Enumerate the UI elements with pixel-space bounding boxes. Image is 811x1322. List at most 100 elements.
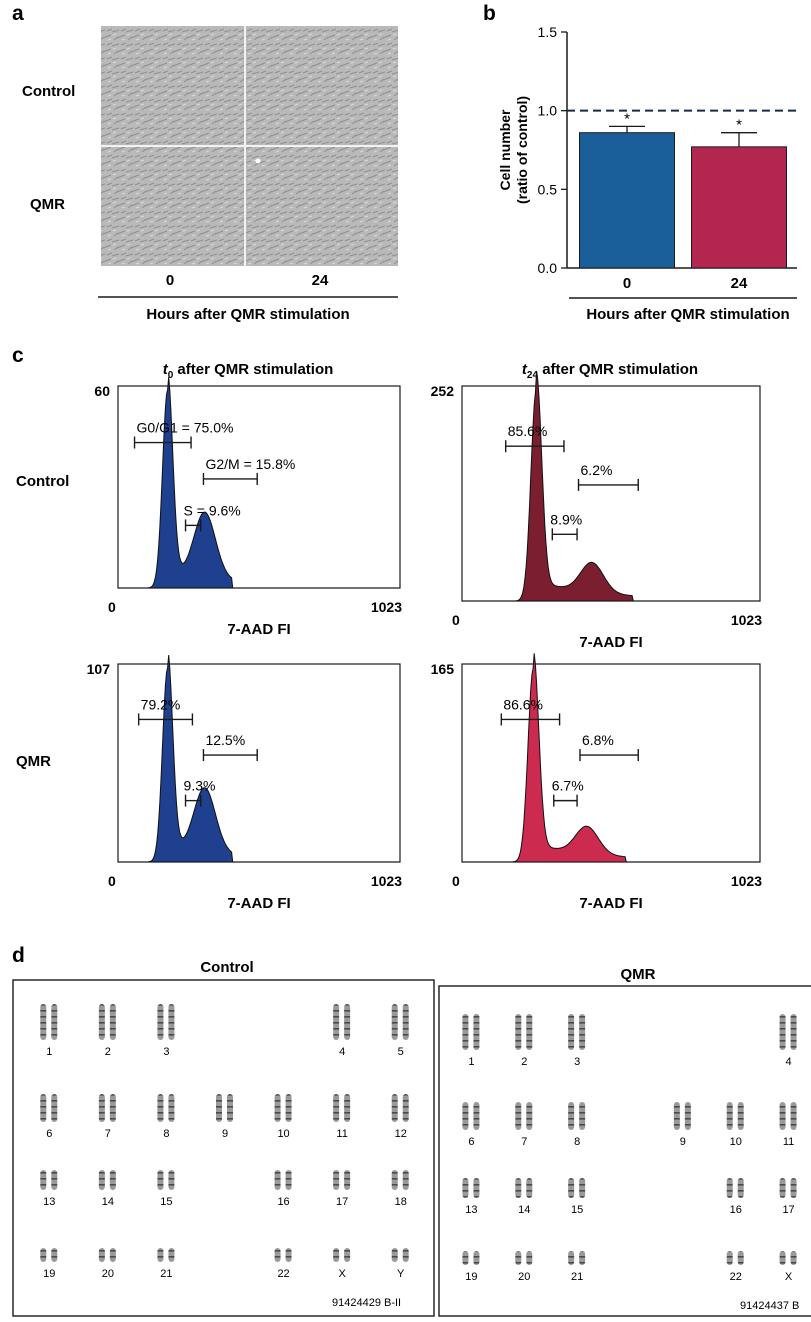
qmr-chromosome-number: 1 [468,1056,474,1068]
gate-label: 12.5% [205,732,245,748]
control-chromosome-number: 12 [395,1128,407,1140]
chromosome [526,1102,533,1130]
gate-label: 85.6% [508,423,548,439]
chromosome [40,1170,47,1190]
chromosome [344,1094,351,1122]
chromosome [157,1094,164,1122]
control-chromosome-number: 7 [105,1128,111,1140]
control-chromosome-pair: 20 [98,1248,116,1280]
control-chromosome-number: 20 [102,1268,114,1280]
c-row-label-control: Control [16,473,69,490]
gate-label: 8.9% [550,511,582,527]
chromosome [109,1248,116,1262]
panel-letter-a: a [12,2,24,25]
panel-letter-b: b [483,2,496,25]
qmr-chromosome-number: 6 [468,1136,474,1148]
histogram-x-label: 7-AAD FI [579,895,642,912]
histogram-frame [461,385,761,602]
chromosome [790,1251,797,1265]
qmr-chromosome-number: 2 [521,1056,527,1068]
histogram-xtick-max: 1023 [371,599,402,615]
chromosome [285,1170,292,1190]
chromosome [579,1102,586,1130]
chromosome [579,1014,586,1050]
histogram-xtick-min: 0 [108,599,116,615]
chromosome [109,1004,116,1040]
gate-label: 6.7% [552,778,584,794]
chromosome [779,1102,786,1130]
chromosome [333,1248,340,1262]
chromosome [526,1251,533,1265]
chromosome [40,1248,47,1262]
chromosome [526,1178,533,1198]
c-col-title-t0-sub: 0 [168,370,174,381]
control-chromosome-pair: 7 [98,1094,116,1140]
qmr-chromosome-number: 10 [730,1136,742,1148]
control-chromosome-pair: 21 [157,1248,175,1280]
chromosome [790,1014,797,1050]
chromosome [790,1102,797,1130]
chromosome [344,1004,351,1040]
chromosome [168,1248,175,1262]
chromosome [515,1251,522,1265]
chromosome [462,1251,469,1265]
chromosome [579,1251,586,1265]
qmr-chromosome-number: 3 [574,1056,580,1068]
b-y-tick-label: 1.0 [538,103,558,119]
control-chromosome-pair: 3 [157,1004,175,1058]
qmr-chromosome-pair: 17 [779,1178,797,1216]
chromosome [515,1014,522,1050]
chromosome [515,1178,522,1198]
a-row-label-qmr: QMR [30,196,65,213]
control-chromosome-number: 2 [105,1046,111,1058]
qmr-chromosome-pair: 6 [462,1102,480,1148]
b-y-tick-label: 0.0 [538,260,558,276]
qmr-chromosome-pair: 2 [515,1014,533,1068]
panel-letter-d: d [12,944,25,967]
chromosome [402,1248,409,1262]
gate-label: 79.2% [141,696,181,712]
histogram-ymax-label: 60 [94,383,110,399]
chromosome [98,1004,105,1040]
qmr-chromosome-number: 20 [518,1271,530,1283]
chromosome [168,1170,175,1190]
c-row-label-qmr: QMR [16,753,51,770]
chromosome [98,1094,105,1122]
control-chromosome-pair: 10 [274,1094,292,1140]
chromosome [40,1004,47,1040]
a-row-label-control: Control [22,83,75,100]
control-chromosome-pair: X [333,1248,351,1280]
chromosome [779,1014,786,1050]
qmr-chromosome-number: 11 [783,1136,794,1148]
chromosome [462,1014,469,1050]
chromosome [737,1102,744,1130]
qmr-chromosome-pair: 22 [726,1251,744,1283]
control-chromosome-pair: 17 [333,1170,351,1208]
chromosome [726,1251,733,1265]
control-chromosome-pair: 12 [391,1094,409,1140]
chromosome [109,1094,116,1122]
b-bar [579,132,675,269]
control-chromosome-pair: 9 [216,1094,233,1140]
control-chromosome-number: 17 [336,1196,348,1208]
chromosome [779,1251,786,1265]
chromosome [402,1094,409,1122]
control-chromosome-number: 9 [222,1128,228,1140]
chromosome [391,1170,398,1190]
d-box-control [12,979,435,1317]
chromosome [285,1248,292,1262]
qmr-chromosome-number: 16 [730,1204,742,1216]
control-chromosome-number: X [338,1268,346,1280]
histogram-xtick-max: 1023 [371,873,402,889]
panel-b: b 0.0 0.5 1.0 1.5 Cell number(ratio of contr… [483,2,797,323]
chromosome [51,1004,58,1040]
control-chromosome-pair: Y [391,1248,409,1280]
control-chromosome-number: 18 [395,1196,407,1208]
control-chromosome-pair: 16 [274,1170,292,1208]
qmr-chromosome-pair: 4 [779,1014,797,1068]
b-bar [691,146,787,269]
c-col-title-t24-sub: 24 [527,370,539,381]
a-col-label-24: 24 [312,272,329,289]
b-y-axis-label: Cell number(ratio of control) [497,96,530,204]
